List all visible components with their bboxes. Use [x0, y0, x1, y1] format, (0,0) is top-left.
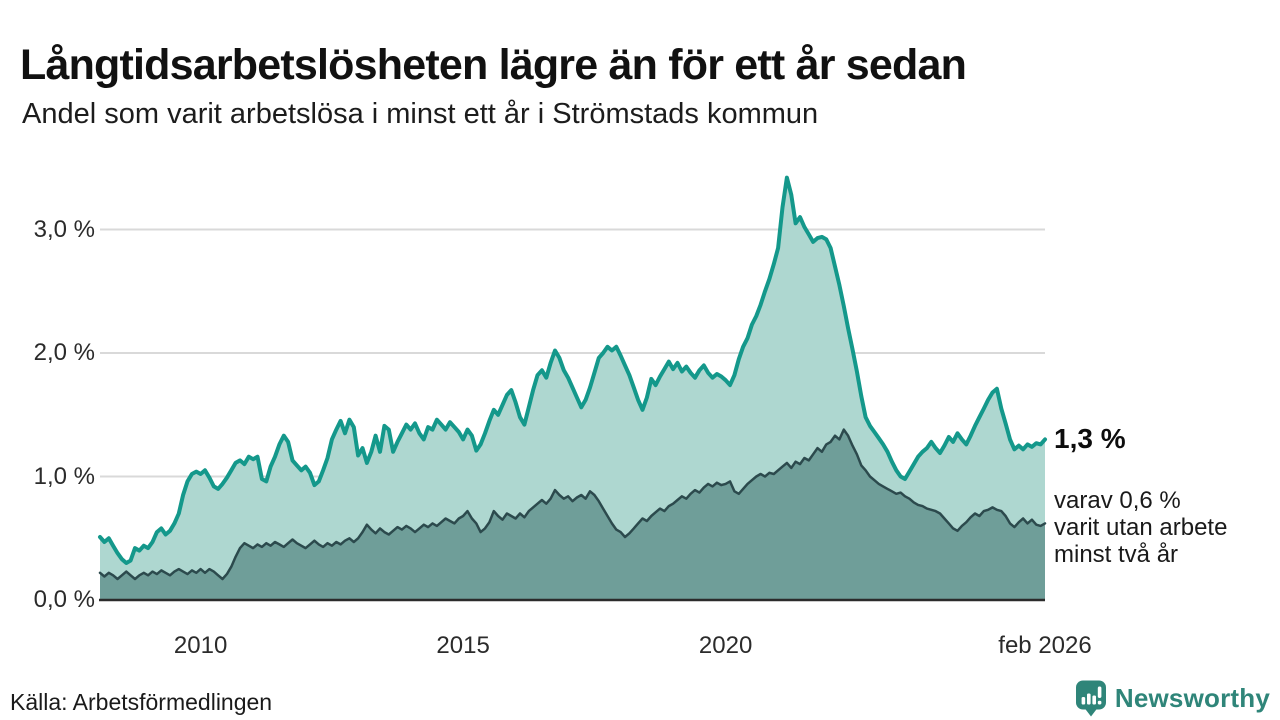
series1-end-value-label: 1,3 %	[1054, 423, 1126, 454]
series2-end-note-label: varav 0,6 % varit utan arbete minst två …	[1054, 487, 1228, 568]
source-attribution: Källa: Arbetsförmedlingen	[10, 689, 273, 715]
chart-subtitle: Andel som varit arbetslösa i minst ett å…	[22, 98, 819, 130]
x-axis-label: 2015	[436, 632, 490, 659]
y-axis-label: 1,0 %	[33, 462, 95, 490]
x-axis-label: 2020	[698, 632, 753, 659]
page-title: Långtidsarbetslösheten lägre än för ett …	[20, 40, 967, 89]
series-line-1	[98, 175, 1047, 565]
x-axis-label: 2010	[173, 632, 228, 659]
x-axis-label: feb 2026	[998, 632, 1092, 659]
y-axis-label: 2,0 %	[33, 339, 95, 366]
newsworthy-wordmark: Newsworthy	[1114, 682, 1270, 713]
y-axis-label: 3,0 %	[33, 215, 95, 243]
newsworthy-logo: Newsworthy	[1074, 679, 1270, 717]
newsworthy-pin-icon	[1075, 680, 1106, 717]
y-axis-label: 0,0 %	[33, 586, 95, 613]
series-area-2	[100, 429, 1045, 600]
series-line-2	[98, 428, 1047, 581]
